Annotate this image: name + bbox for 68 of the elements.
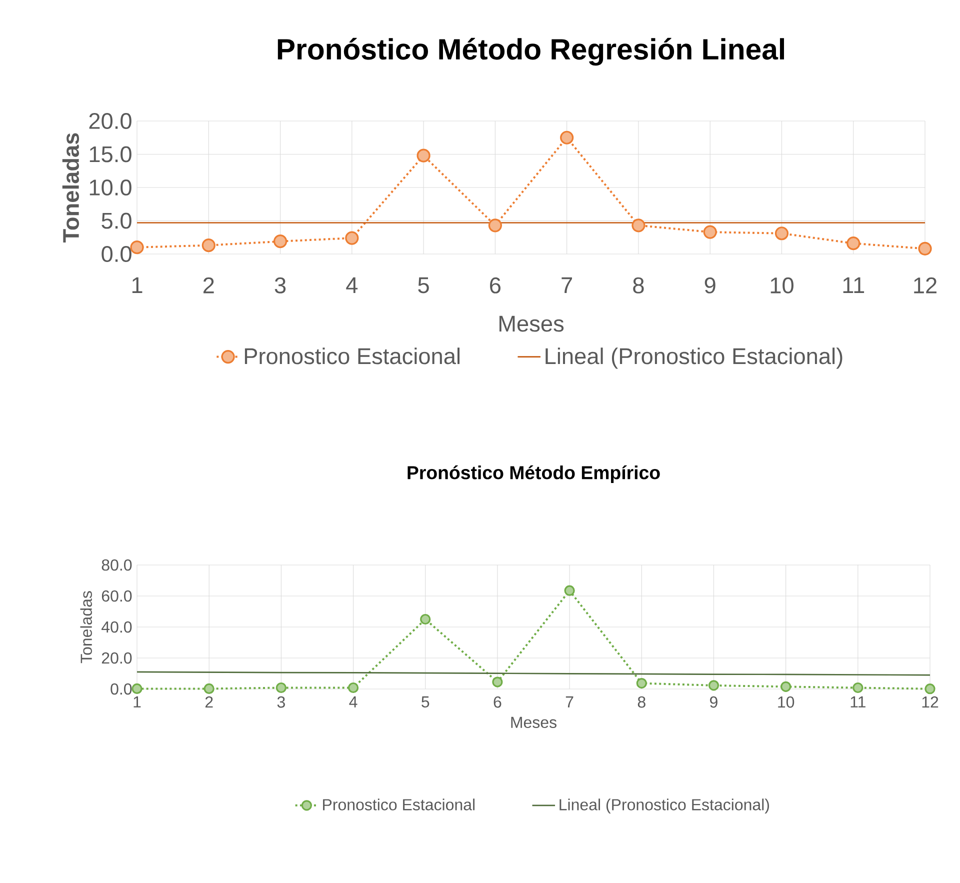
point (846, 236, 860, 250)
x-tick-label: 5 (422, 696, 430, 708)
y-tick-label: 60.0 (102, 590, 132, 602)
chart-title: Pronóstico Método Regresión Lineal (278, 38, 784, 66)
point (416, 148, 430, 162)
point (202, 238, 216, 252)
x-tick-label: 1 (134, 696, 141, 708)
point (276, 682, 286, 694)
y-tick-label: 5.0 (102, 212, 132, 229)
y-axis-title: Toneladas (62, 133, 80, 242)
x-tick-label: 7 (562, 277, 572, 293)
point (918, 242, 932, 256)
legend-label: Lineal (Pronostico Estacional) (546, 348, 842, 369)
legend-label: Lineal (Pronostico Estacional) (560, 798, 769, 814)
x-tick-label: 7 (566, 696, 574, 708)
legend-label: Pronostico Estacional (244, 348, 460, 364)
x-tick-label: 5 (418, 277, 429, 294)
y-tick-label: 10.0 (90, 179, 132, 196)
x-tick-label: 12 (914, 277, 936, 294)
x-tick-label: 12 (922, 696, 938, 708)
x-tick-label: 8 (638, 696, 646, 708)
y-tick-label: 0.0 (102, 246, 132, 262)
point (924, 684, 936, 694)
x-tick-label: 11 (843, 277, 864, 293)
chart-title: Pronóstico Método Empírico (408, 465, 660, 483)
point (636, 678, 647, 689)
point (345, 231, 359, 245)
y-tick-label: 80.0 (102, 559, 132, 571)
legend-label: Pronostico Estacional (323, 798, 474, 810)
point (348, 682, 359, 694)
x-tick-label: 3 (277, 696, 285, 708)
x-tick-label: 2 (203, 277, 214, 294)
x-tick-label: 6 (494, 696, 502, 708)
point (703, 225, 717, 239)
x-tick-label: 6 (490, 277, 500, 294)
x-tick-label: 3 (274, 277, 286, 294)
x-tick-label: 4 (349, 696, 358, 708)
point (560, 130, 574, 144)
point (632, 218, 646, 232)
x-tick-label: 10 (778, 696, 794, 708)
point (132, 683, 142, 694)
x-tick-label: 10 (770, 277, 794, 294)
x-axis-title: Meses (499, 316, 564, 332)
point (130, 240, 144, 254)
point (852, 682, 864, 694)
point (204, 683, 214, 694)
point (564, 585, 575, 596)
point (420, 614, 431, 625)
y-tick-label: 0.0 (110, 683, 132, 695)
x-tick-label: 1 (132, 277, 142, 293)
point (492, 676, 503, 688)
y-tick-label: 40.0 (102, 621, 132, 633)
y-axis-title: Toneladas (80, 591, 92, 664)
y-tick-label: 15.0 (90, 146, 132, 162)
x-axis-title: Meses (511, 716, 556, 728)
point (708, 680, 720, 691)
x-tick-label: 9 (710, 696, 718, 708)
x-tick-label: 4 (346, 277, 358, 293)
y-tick-label: 20.0 (89, 112, 132, 130)
point (273, 234, 288, 248)
x-tick-label: 2 (205, 696, 213, 708)
x-tick-label: 8 (633, 277, 644, 294)
point (774, 226, 789, 240)
x-tick-label: 9 (704, 277, 716, 294)
x-tick-label: 11 (850, 696, 866, 708)
point (780, 681, 792, 692)
point (488, 218, 502, 232)
y-tick-label: 20.0 (102, 652, 132, 664)
